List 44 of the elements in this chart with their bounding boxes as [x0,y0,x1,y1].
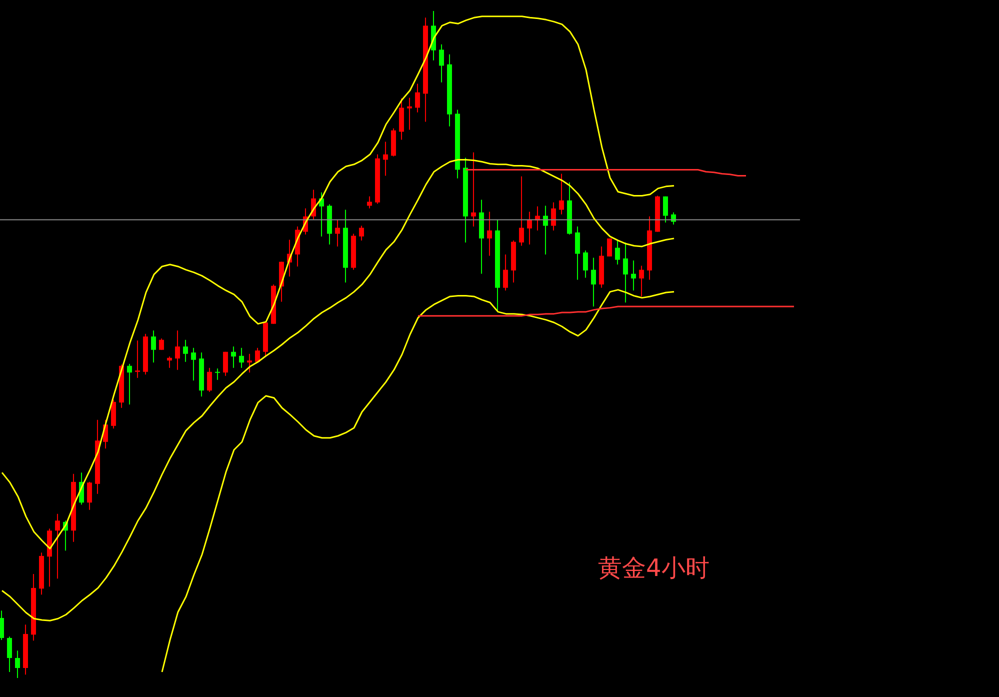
candlestick [631,260,636,291]
candlestick [191,347,196,382]
candlestick [207,367,212,392]
candlestick [639,265,644,297]
candlestick [239,347,244,368]
candlestick [15,650,20,678]
candlestick [439,44,444,83]
candlestick [215,368,220,380]
candlestick [407,97,412,130]
candlestick [415,83,420,113]
candlestick [503,254,508,291]
candlestick [231,346,236,368]
candlestick [175,330,180,370]
candlestick [159,338,164,350]
candlestick [183,339,188,362]
annotation: 黄金4小时 [598,553,710,584]
candlestick [663,196,668,223]
candlestick [7,636,12,672]
candlestick [471,152,476,227]
candlestick [551,202,556,231]
candlestick [55,513,60,580]
candlestick [87,481,92,510]
candlestick [615,239,620,265]
candlestick [383,141,388,176]
candlestick [487,211,492,256]
candlestick [0,610,4,640]
candlestick [527,211,532,245]
candlestick [255,347,260,362]
candlestick [359,225,364,241]
candlestick [223,351,228,376]
candlestick [247,353,252,374]
candlestick [575,226,580,280]
candlestick [127,363,132,406]
candlestick [519,176,524,246]
candlestick [543,205,548,255]
candlestick [591,257,596,307]
candlestick [623,242,628,303]
candlestick [559,173,564,215]
candlestick [151,330,156,364]
candlestick [583,250,588,278]
candlestick [167,356,172,368]
candlestick [367,196,372,209]
candlestick [135,340,140,378]
candlestick [335,219,340,247]
